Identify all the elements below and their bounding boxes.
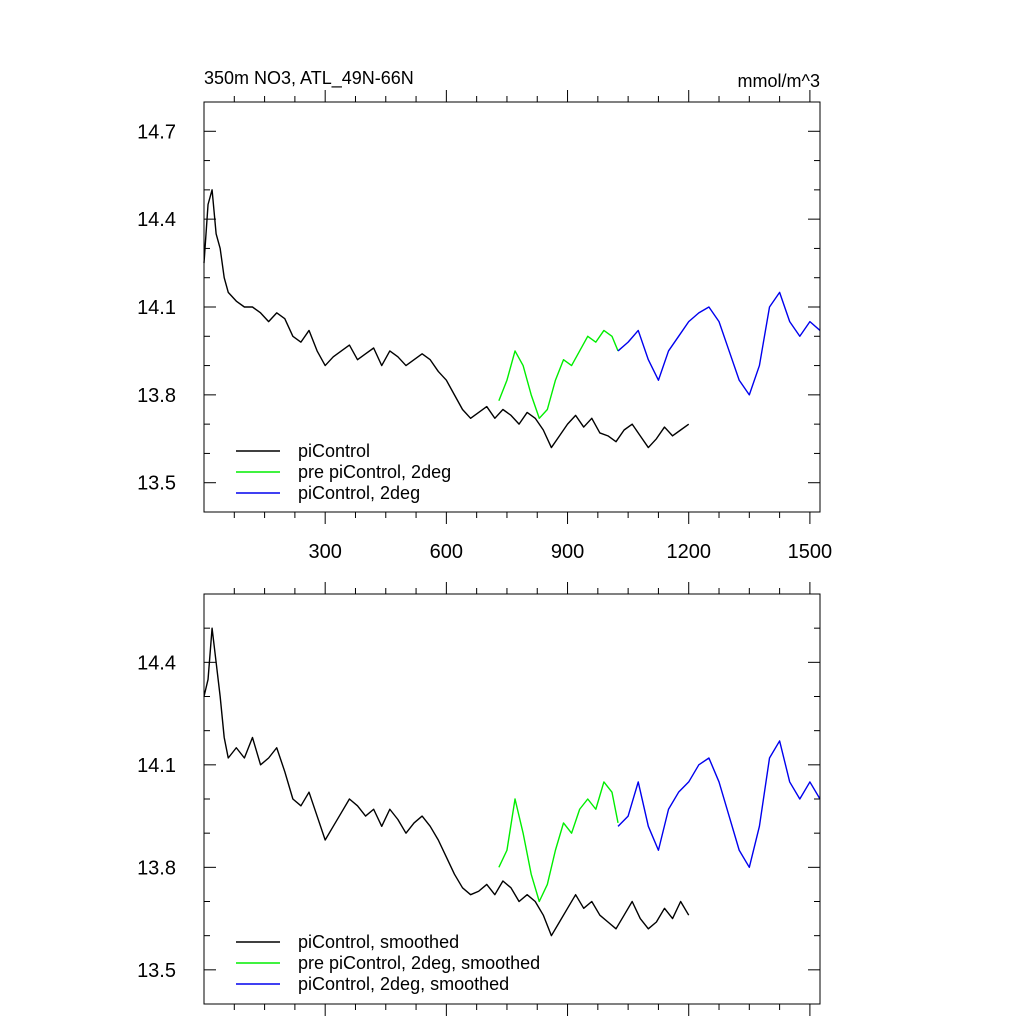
top-axis-ticks xyxy=(204,90,820,524)
top-tick-labels: 300 600 900 1200 1500 13.5 13.8 14.1 14.4 14.7 xyxy=(137,121,832,563)
bottom-series-lines xyxy=(203,627,821,937)
top-series-line-0 xyxy=(203,189,690,449)
bottom-series-line-2 xyxy=(617,740,821,869)
bottom-legend-label-0: piControl, smoothed xyxy=(298,932,459,952)
top-legend-label-2: piControl, 2deg xyxy=(298,483,420,503)
top-series-lines xyxy=(203,189,821,449)
bottom-series-line-0 xyxy=(203,627,690,937)
top-legend-label-0: piControl xyxy=(298,441,370,461)
top-x-tick-label-3: 1200 xyxy=(666,541,711,563)
bottom-axis-ticks xyxy=(204,582,820,1016)
chart-title-left: 350m NO3, ATL_49N-66N xyxy=(204,68,414,89)
bottom-legend-label-2: piControl, 2deg, smoothed xyxy=(298,974,509,994)
bottom-panel: 13.5 13.8 14.1 14.4 piControl, smoothedpre … xyxy=(137,582,821,1016)
bottom-legend-label-1: pre piControl, 2deg, smoothed xyxy=(298,953,540,973)
top-panel: 300 600 900 1200 1500 13.5 13.8 14.1 14.4 14.7 pi… xyxy=(137,90,832,563)
bottom-tick-labels: 13.5 13.8 14.1 14.4 xyxy=(137,652,176,982)
top-y-tick-label-2: 14.1 xyxy=(137,297,176,319)
top-y-tick-label-3: 14.4 xyxy=(137,209,176,231)
bottom-y-tick-label-2: 14.1 xyxy=(137,755,176,777)
top-series-line-1 xyxy=(498,329,619,419)
top-y-tick-label-0: 13.5 xyxy=(137,473,176,495)
top-y-tick-label-1: 13.8 xyxy=(137,385,176,407)
top-x-tick-label-4: 1500 xyxy=(788,541,833,563)
top-x-tick-label-1: 600 xyxy=(430,541,463,563)
top-series-line-2 xyxy=(617,291,821,396)
bottom-y-tick-label-0: 13.5 xyxy=(137,960,176,982)
top-x-tick-label-2: 900 xyxy=(551,541,584,563)
top-plot-frame xyxy=(203,101,821,513)
bottom-series-line-1 xyxy=(498,781,619,903)
top-legend-label-1: pre piControl, 2deg xyxy=(298,462,451,482)
chart-title-right: mmol/m^3 xyxy=(738,71,820,91)
bottom-plot-frame xyxy=(203,593,821,1005)
top-y-tick-label-4: 14.7 xyxy=(137,121,176,143)
top-x-tick-label-0: 300 xyxy=(308,541,341,563)
bottom-y-tick-label-1: 13.8 xyxy=(137,857,176,879)
bottom-y-tick-label-3: 14.4 xyxy=(137,652,176,674)
